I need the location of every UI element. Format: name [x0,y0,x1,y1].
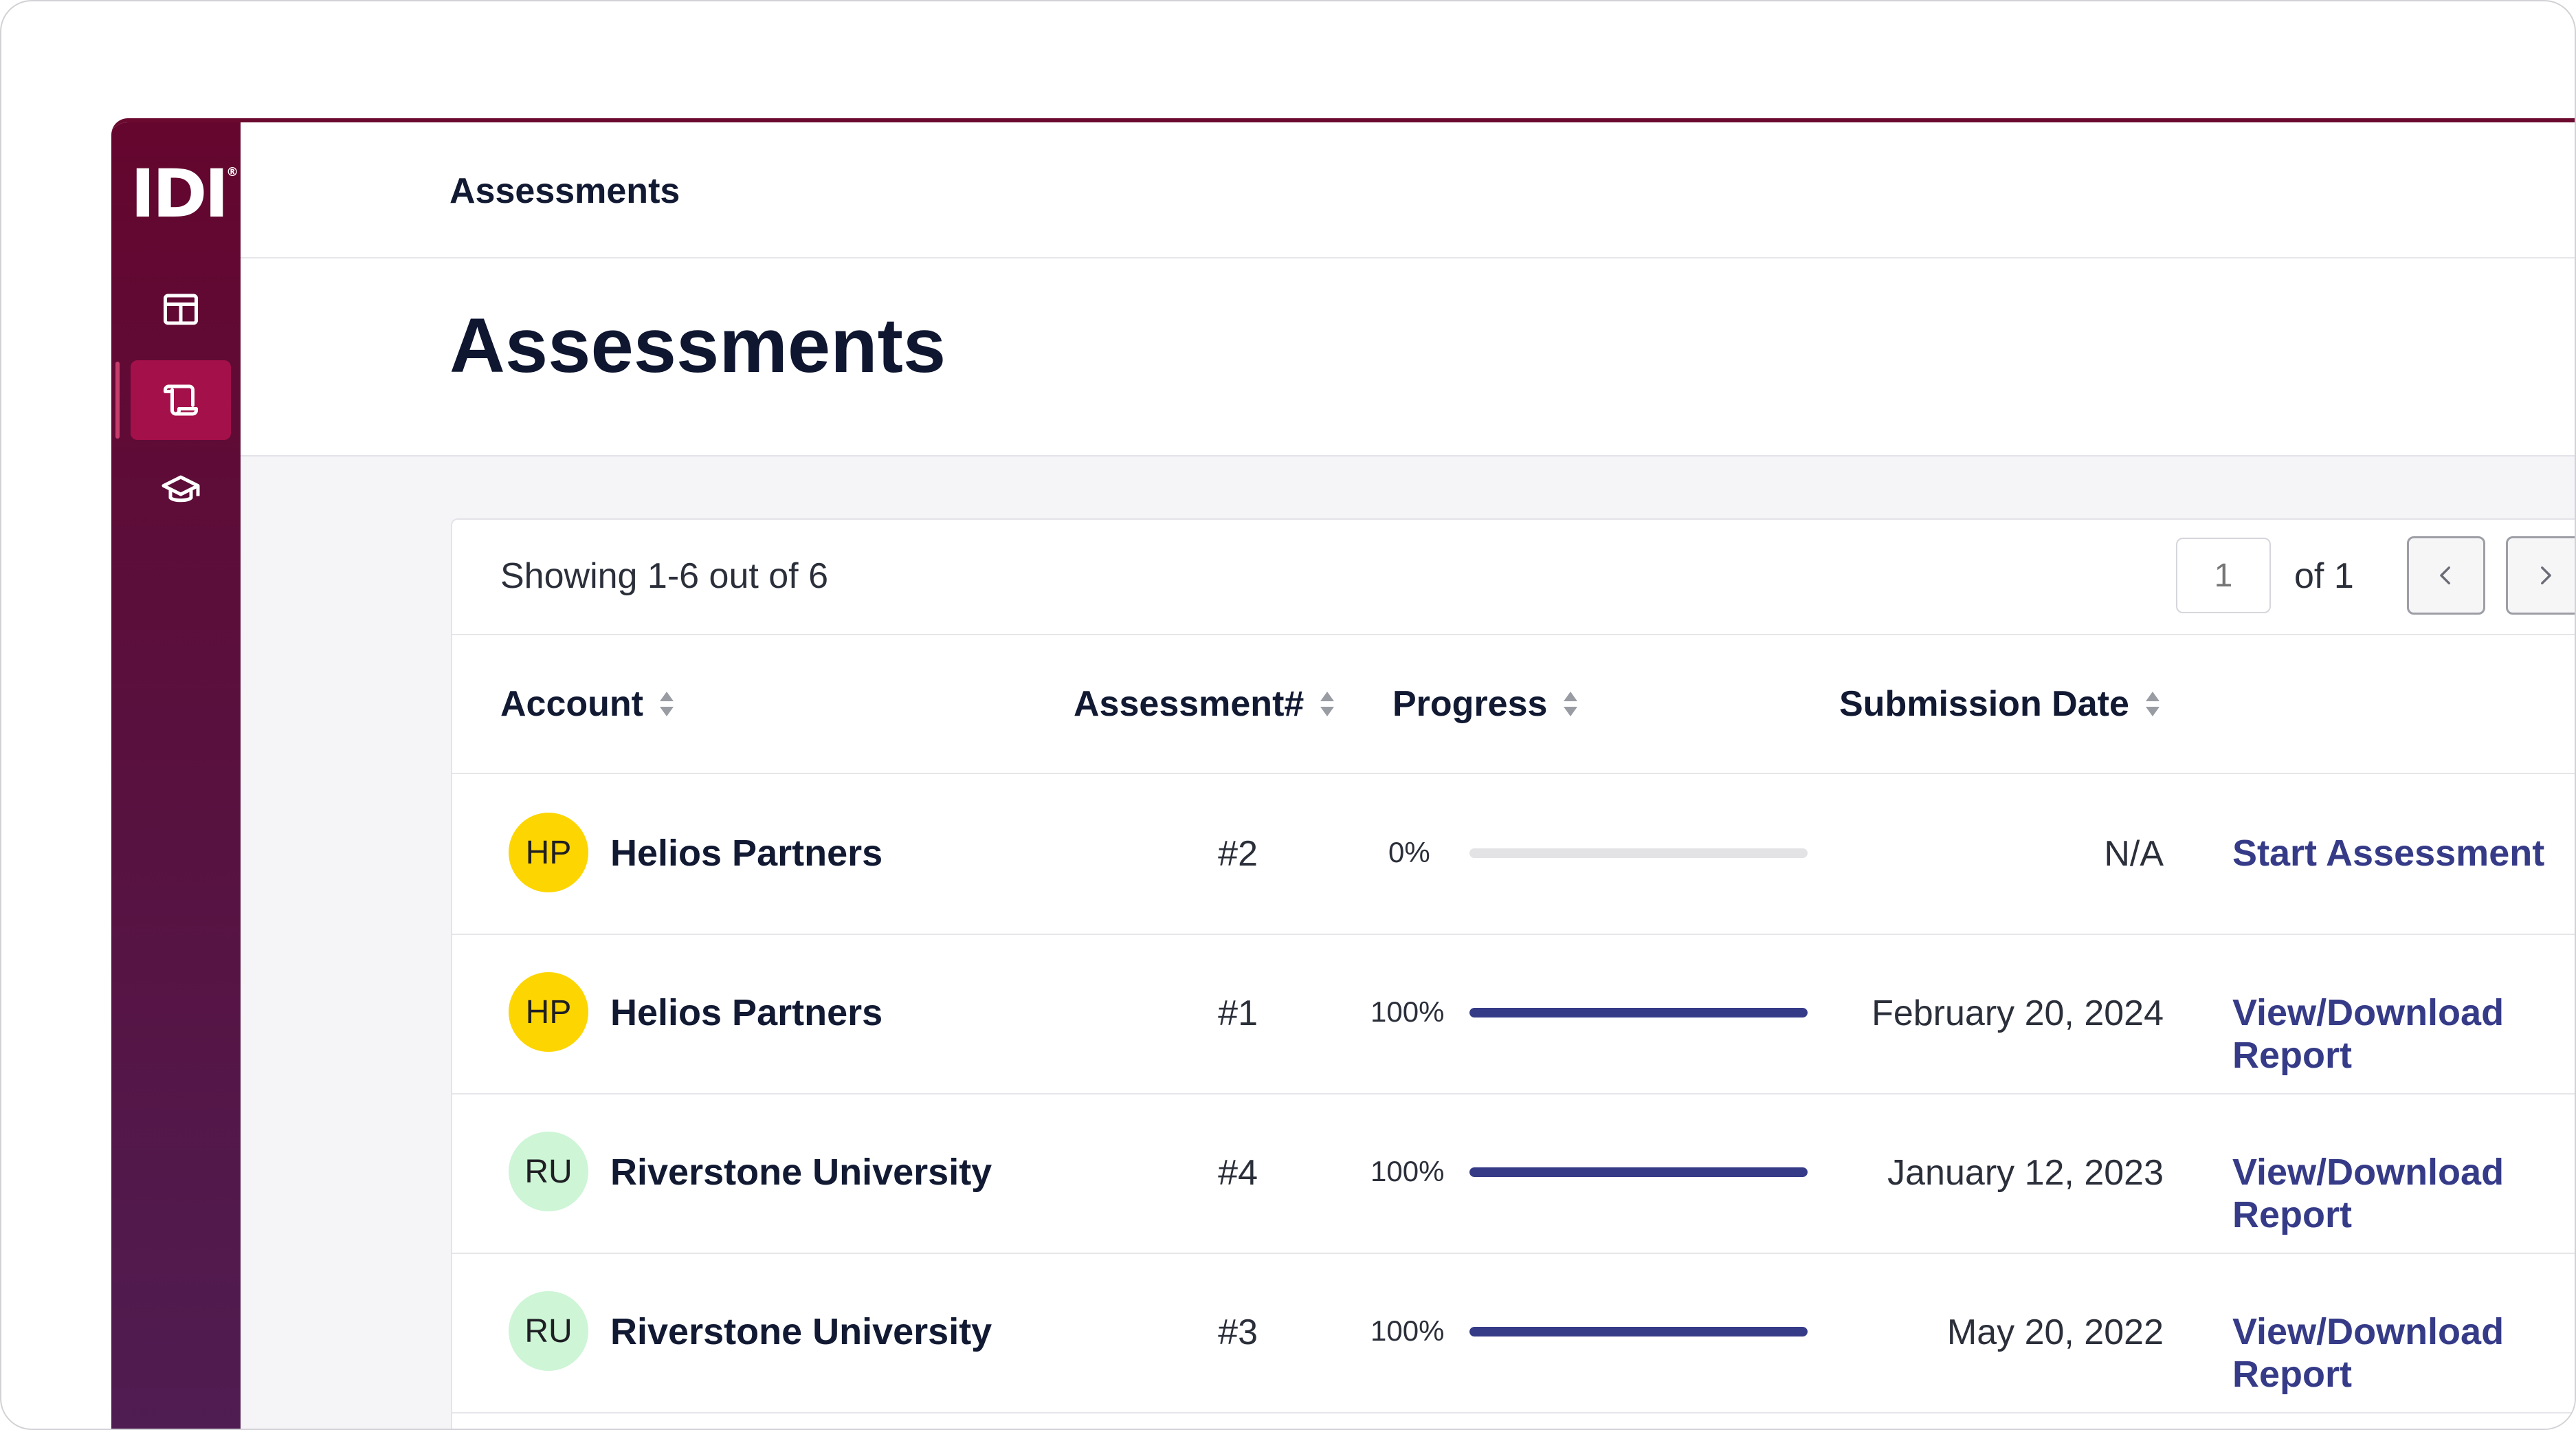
submission-date: N/A [2104,834,2164,874]
app-window: IDI® Assessments Assessment [111,118,2575,1429]
prev-page-button[interactable] [2407,536,2485,615]
results-count: Showing 1-6 out of 6 [500,556,828,596]
progress-bar [1469,1327,1808,1336]
column-header-account[interactable]: Account [500,683,675,725]
sidebar-item-dashboard[interactable] [131,270,231,349]
sort-icon [2145,692,2159,716]
assessment-number: #3 [1218,1312,1258,1352]
assessments-table-card: Showing 1-6 out of 6 of 1 Account [451,518,2575,1429]
avatar: HP [509,813,588,892]
assessment-number: #2 [1218,834,1258,874]
table-row: RU Riverstone University #3 100% May 20,… [452,1253,2575,1414]
column-header-label: Progress [1392,684,1548,724]
view-download-report-link[interactable]: View/Download Report [2232,1152,2505,1235]
submission-date: February 20, 2024 [1872,993,2164,1033]
page-header: Assessments [241,258,2575,456]
layout-icon [164,294,198,325]
chevron-right-icon [2541,566,2551,585]
logo[interactable]: IDI® [131,161,238,227]
sort-icon [1320,692,1335,716]
sort-icon [660,692,674,716]
table-row: HP Helios Partners #1 100% February 20, … [452,934,2575,1094]
avatar: RU [509,1132,588,1211]
progress-bar-fill [1469,1167,1808,1177]
account-name: Helios Partners [610,992,883,1033]
column-header-label: Submission Date [1839,684,2129,724]
next-page-button[interactable] [2506,536,2575,615]
progress-label: 0% [1388,836,1430,868]
column-header-label: Assessment# [1074,684,1304,724]
sidebar-item-assessments[interactable] [131,360,231,440]
logo-text: IDI [131,155,229,232]
assessment-number: #4 [1218,1153,1258,1193]
column-header-assessment-number[interactable]: Assessment# [1074,683,1335,725]
column-header-progress[interactable]: Progress [1392,683,1579,725]
start-assessment-link[interactable]: Start Assessment [2232,833,2545,874]
graduation-cap-icon [162,475,200,503]
progress-label: 100% [1370,1314,1445,1347]
column-header-label: Account [500,684,643,724]
scroll-icon [164,384,198,416]
table-header: Account Assessment# Progress Submission … [452,635,2575,774]
submission-date: May 20, 2022 [1946,1312,2164,1352]
submission-date: January 12, 2023 [1887,1153,2164,1193]
breadcrumb[interactable]: Assessments [449,171,680,211]
progress-bar-fill [1469,1327,1808,1336]
active-nav-indicator [115,362,120,439]
account-name: Riverstone University [610,1152,992,1193]
table-row: HP Helios Partners #2 0% N/A Start Asses… [452,774,2575,935]
progress-bar [1469,848,1808,858]
view-download-report-link[interactable]: View/Download Report [2232,1311,2505,1395]
sidebar: IDI® [111,122,241,1429]
progress-bar [1469,1008,1808,1018]
column-header-submission-date[interactable]: Submission Date [1839,683,2161,725]
sidebar-item-learning[interactable] [131,451,231,531]
main-content: Showing 1-6 out of 6 of 1 Account [241,456,2575,1429]
avatar: HP [509,972,588,1052]
page-total: of 1 [2294,556,2354,596]
account-name: Helios Partners [610,833,883,874]
progress-bar [1469,1167,1808,1177]
progress-bar-fill [1469,1008,1808,1018]
table-row: RU Riverstone University #4 100% January… [452,1093,2575,1254]
assessment-number: #1 [1218,993,1258,1033]
top-bar: Assessments [241,122,2575,258]
progress-label: 100% [1370,1155,1445,1187]
page-number-input[interactable] [2176,538,2271,613]
page-title: Assessments [449,302,946,388]
table-toolbar: Showing 1-6 out of 6 of 1 [452,520,2575,635]
progress-label: 100% [1370,996,1445,1028]
logo-registered-mark: ® [226,165,239,179]
chevron-left-icon [2440,566,2450,585]
account-name: Riverstone University [610,1311,992,1352]
view-download-report-link[interactable]: View/Download Report [2232,992,2505,1076]
avatar: RU [509,1291,588,1371]
sort-icon [1564,692,1578,716]
